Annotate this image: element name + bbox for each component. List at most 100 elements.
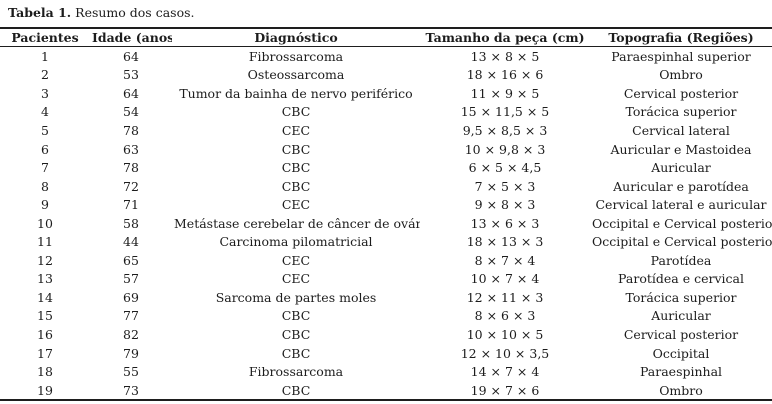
table-row: 10 58 Metástase cerebelar de câncer de ová… xyxy=(0,214,772,233)
cell-idade: 65 xyxy=(123,252,139,268)
column-header-pacientes: Pacientes xyxy=(0,28,90,47)
cell-topografia: Paraespinhal superior xyxy=(611,48,751,64)
cell-pacientes: 4 xyxy=(41,104,49,120)
table-row: 11 44 Carcinoma pilomatricial 18 × 13 × 3 Oc… xyxy=(0,232,772,251)
cell-diagnostico: Tumor da bainha de nervo periférico xyxy=(179,85,413,101)
cell-topografia: Cervical posterior xyxy=(623,326,739,342)
cell-pacientes: 9 xyxy=(41,197,49,213)
cell-diagnostico: CEC xyxy=(281,122,311,138)
cell-diagnostico: CBC xyxy=(281,160,311,176)
cell-topografia: Torácica superior xyxy=(625,289,737,305)
cell-tamanho: 18 × 16 × 6 xyxy=(466,67,544,83)
cell-pacientes: 6 xyxy=(41,141,49,157)
table-caption-text: Resumo dos casos. xyxy=(75,5,195,20)
cell-diagnostico: CBC xyxy=(281,178,311,194)
cell-idade: 72 xyxy=(123,178,139,194)
column-header-diagnostico: Diagnóstico xyxy=(172,28,420,47)
cell-pacientes: 19 xyxy=(37,382,53,398)
table-header-row: Pacientes Idade (anos) Diagnóstico Tamanho … xyxy=(0,28,772,47)
cell-diagnostico: CBC xyxy=(281,345,311,361)
table-row: 14 69 Sarcoma de partes moles 12 × 11 × 3 To… xyxy=(0,288,772,307)
cell-idade: 54 xyxy=(123,104,139,120)
table-row: 19 73 CBC 19 × 7 × 6 Ombro xyxy=(0,381,772,401)
cell-diagnostico: Sarcoma de partes moles xyxy=(215,289,377,305)
cell-idade: 78 xyxy=(123,122,139,138)
cell-tamanho: 14 × 7 × 4 xyxy=(470,364,540,380)
cell-pacientes: 18 xyxy=(37,364,53,380)
cases-table: Pacientes Idade (anos) Diagnóstico Tamanho … xyxy=(0,27,772,402)
table-row: 17 79 CBC 12 × 10 × 3,5 Occipital xyxy=(0,344,772,363)
cell-tamanho: 11 × 9 × 5 xyxy=(470,85,540,101)
cell-diagnostico: CBC xyxy=(281,382,311,398)
cell-idade: 73 xyxy=(123,382,139,398)
cell-pacientes: 17 xyxy=(37,345,53,361)
column-header-idade: Idade (anos) xyxy=(90,28,172,47)
cell-pacientes: 13 xyxy=(37,271,53,287)
cell-tamanho: 8 × 7 × 4 xyxy=(474,252,536,268)
cell-pacientes: 15 xyxy=(37,308,53,324)
column-header-topografia: Topografia (Regiões) xyxy=(590,28,772,47)
cell-idade: 55 xyxy=(123,364,139,380)
cell-pacientes: 2 xyxy=(41,67,49,83)
cell-tamanho: 10 × 7 × 4 xyxy=(470,271,540,287)
cell-diagnostico: CEC xyxy=(281,252,311,268)
table-row: 12 65 CEC 8 × 7 × 4 Parotídea xyxy=(0,251,772,270)
cell-idade: 58 xyxy=(123,215,139,231)
cell-tamanho: 12 × 10 × 3,5 xyxy=(460,345,550,361)
table-row: 5 78 CEC 9,5 × 8,5 × 3 Cervical lateral xyxy=(0,121,772,140)
cell-topografia: Occipital xyxy=(652,345,710,361)
cell-topografia: Parotídea xyxy=(650,252,712,268)
table-row: 4 54 CBC 15 × 11,5 × 5 Torácica superior xyxy=(0,103,772,122)
cell-topografia: Auricular xyxy=(651,160,711,176)
cell-pacientes: 14 xyxy=(37,289,53,305)
cell-topografia: Ombro xyxy=(659,382,703,398)
cell-pacientes: 12 xyxy=(37,252,53,268)
cell-topografia: Auricular xyxy=(651,308,711,324)
cell-pacientes: 8 xyxy=(41,178,49,194)
cell-topografia: Parotídea e cervical xyxy=(618,271,744,287)
cell-tamanho: 12 × 11 × 3 xyxy=(466,289,544,305)
cell-idade: 53 xyxy=(123,67,139,83)
table-row: 2 53 Osteossarcoma 18 × 16 × 6 Ombro xyxy=(0,66,772,85)
table-row: 13 57 CEC 10 × 7 × 4 Parotídea e cervical xyxy=(0,270,772,289)
cell-idade: 64 xyxy=(123,48,139,64)
cell-idade: 82 xyxy=(123,326,139,342)
cell-idade: 79 xyxy=(123,345,139,361)
cell-tamanho: 9,5 × 8,5 × 3 xyxy=(462,122,548,138)
cell-topografia: Torácica superior xyxy=(625,104,737,120)
table-row: 6 63 CBC 10 × 9,8 × 3 Auricular e Mastoidea xyxy=(0,140,772,159)
table-row: 7 78 CBC 6 × 5 × 4,5 Auricular xyxy=(0,158,772,177)
cell-pacientes: 5 xyxy=(41,122,49,138)
cell-tamanho: 18 × 13 × 3 xyxy=(466,234,544,250)
cell-diagnostico: Carcinoma pilomatricial xyxy=(219,234,373,250)
cell-pacientes: 1 xyxy=(41,48,49,64)
cell-diagnostico: CEC xyxy=(281,197,311,213)
table-row: 9 71 CEC 9 × 8 × 3 Cervical lateral e auricu… xyxy=(0,195,772,214)
table-row: 16 82 CBC 10 × 10 × 5 Cervical posterior xyxy=(0,325,772,344)
cell-topografia: Occipital e Cervical posterior xyxy=(592,234,772,250)
cell-tamanho: 15 × 11,5 × 5 xyxy=(460,104,550,120)
cell-diagnostico: CBC xyxy=(281,141,311,157)
cell-tamanho: 10 × 9,8 × 3 xyxy=(464,141,546,157)
cell-tamanho: 19 × 7 × 6 xyxy=(470,382,540,398)
table-row: 8 72 CBC 7 × 5 × 3 Auricular e parotídea xyxy=(0,177,772,196)
cell-pacientes: 16 xyxy=(37,326,53,342)
cell-topografia: Cervical lateral xyxy=(632,122,730,138)
cell-idade: 64 xyxy=(123,85,139,101)
cell-idade: 77 xyxy=(123,308,139,324)
table-caption: Tabela 1. Resumo dos casos. xyxy=(0,0,772,27)
cell-topografia: Cervical posterior xyxy=(623,85,739,101)
cell-diagnostico: Metástase cerebelar de câncer de ovário xyxy=(174,215,420,231)
cell-tamanho: 9 × 8 × 3 xyxy=(474,197,536,213)
cell-idade: 63 xyxy=(123,141,139,157)
cell-topografia: Paraespinhal xyxy=(639,364,723,380)
cell-tamanho: 10 × 10 × 5 xyxy=(466,326,544,342)
cell-diagnostico: CBC xyxy=(281,308,311,324)
cell-diagnostico: Osteossarcoma xyxy=(247,67,345,83)
table-row: 15 77 CBC 8 × 6 × 3 Auricular xyxy=(0,307,772,326)
cell-idade: 44 xyxy=(123,234,139,250)
table-row: 3 64 Tumor da bainha de nervo periférico 11… xyxy=(0,84,772,103)
cell-topografia: Auricular e parotídea xyxy=(613,178,749,194)
cell-pacientes: 7 xyxy=(41,160,49,176)
cell-tamanho: 8 × 6 × 3 xyxy=(474,308,536,324)
